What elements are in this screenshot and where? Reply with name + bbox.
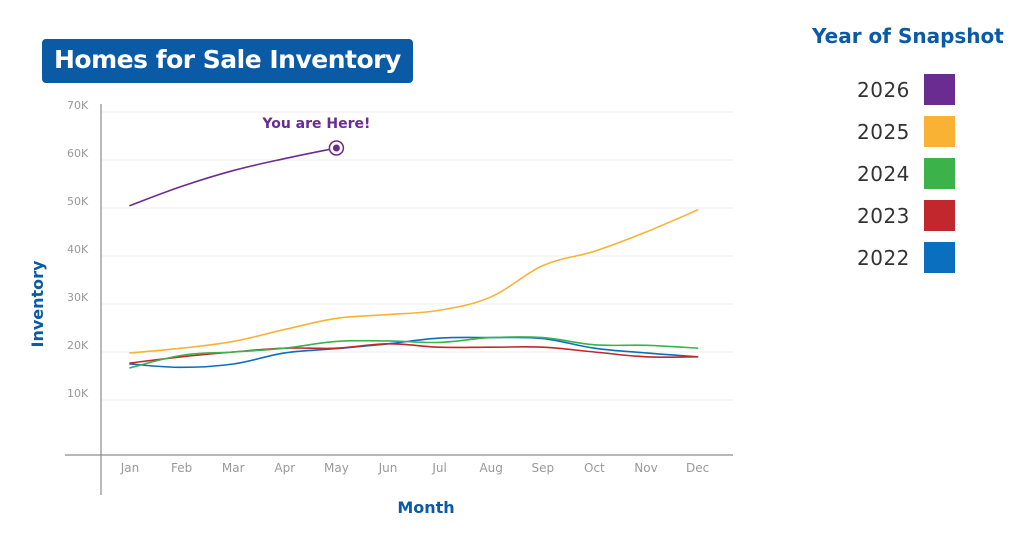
annotation-label: You are Here! [261,116,370,132]
series-line-2024 [129,335,699,369]
legend-swatch [924,242,955,273]
legend-swatch [924,116,955,147]
legend-item-2024: 2024 [857,158,1007,200]
x-tick-label: Dec [686,461,709,475]
y-tick-label: 70K [67,99,89,112]
series-lines [129,147,699,369]
x-tick-label: Jun [378,461,398,475]
y-tick-label: 60K [67,147,89,160]
x-tick-label: May [324,461,349,475]
legend-swatch [924,74,955,105]
legend-swatch [924,158,955,189]
x-tick-label: Nov [634,461,657,475]
series-line-2025 [129,209,699,354]
x-tick-label: Feb [171,461,192,475]
chart-title: Homes for Sale Inventory [42,39,413,83]
y-tick-label: 10K [67,387,89,400]
y-axis-label: Inventory [28,260,47,348]
legend-label: 2025 [857,120,910,144]
legend: Year of Snapshot 2026 2025 2024 2023 202… [810,24,1010,273]
legend-item-2026: 2026 [857,74,1007,116]
legend-label: 2024 [857,162,910,186]
annotations: You are Here! [261,116,370,156]
series-line-2022 [129,336,699,369]
x-tick-labels: Jan Feb Mar Apr May Jun Jul Aug Sep Oct Nov Dec [120,461,709,475]
x-tick-label: Jan [120,461,140,475]
legend-item-2025: 2025 [857,116,1007,158]
legend-items: 2026 2025 2024 2023 2022 [857,74,1007,284]
x-tick-label: Mar [222,461,245,475]
legend-label: 2022 [857,246,910,270]
legend-title: Year of Snapshot [812,24,1004,48]
y-tick-label: 40K [67,243,89,256]
y-tick-label: 30K [67,291,89,304]
y-tick-label: 50K [67,195,89,208]
annotation-marker-dot [332,144,340,152]
y-tick-label: 20K [67,339,89,352]
x-tick-label: Oct [584,461,605,475]
legend-label: 2023 [857,204,910,228]
x-tick-label: Jul [431,461,446,475]
gridlines [101,111,733,401]
x-tick-label: Sep [531,461,554,475]
legend-label: 2026 [857,78,910,102]
x-tick-label: Aug [479,461,502,475]
legend-item-2023: 2023 [857,200,1007,242]
x-axis-label: Month [397,498,454,517]
series-line-2026 [129,147,338,207]
x-tick-label: Apr [274,461,295,475]
legend-item-2022: 2022 [857,242,1007,284]
y-tick-labels: 10K 20K 30K 40K 50K 60K 70K [67,99,89,400]
legend-swatch [924,200,955,231]
